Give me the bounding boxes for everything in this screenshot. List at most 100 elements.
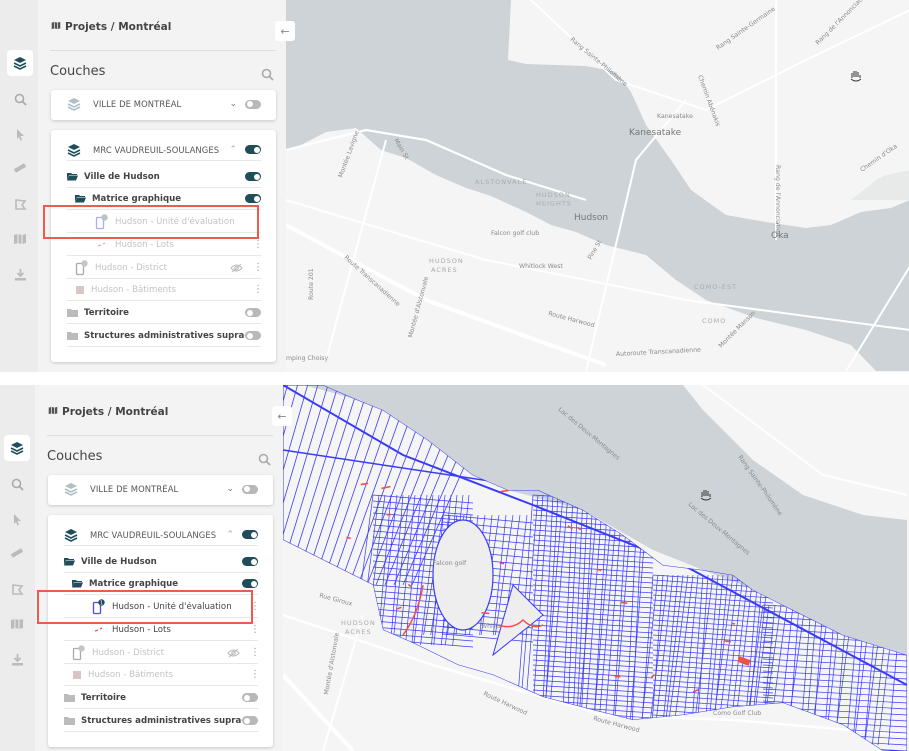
layer-group-row[interactable]: MRC VAUDREUIL-SOULANGES ⌃ xyxy=(67,139,261,161)
layer-toggle[interactable] xyxy=(242,693,258,702)
layer-label: Hudson - Bâtiments xyxy=(91,284,176,295)
layer-toggle[interactable] xyxy=(245,194,261,203)
parcel-line xyxy=(693,574,714,726)
folder-row[interactable]: Territoire xyxy=(64,687,258,709)
chevron-up-icon[interactable]: ⌃ xyxy=(226,529,234,540)
layer-row[interactable]: Hudson - Lots ⋮ xyxy=(67,234,263,256)
search-layers-icon[interactable] xyxy=(258,451,271,470)
folder-row[interactable]: Ville de Hudson xyxy=(67,166,261,188)
layer-toggle[interactable] xyxy=(245,331,261,340)
folder-row[interactable]: Territoire xyxy=(67,302,261,324)
map-view-after: Projets / Montréal Couches VILLE DE MONTRÉ… xyxy=(0,385,909,751)
parcel-line xyxy=(413,494,434,646)
layer-row[interactable]: Hudson - District ⋮ xyxy=(64,642,260,664)
layer-group-row[interactable]: VILLE DE MONTRÉAL ⌄ xyxy=(67,93,261,115)
more-options-icon[interactable]: ⋮ xyxy=(250,646,260,658)
parcel-line xyxy=(532,649,654,659)
layers-icon[interactable] xyxy=(4,435,30,461)
more-options-icon[interactable]: ⋮ xyxy=(250,600,260,612)
layer-line-icon xyxy=(92,626,106,634)
more-options-icon[interactable]: ⋮ xyxy=(250,623,260,635)
parcel-line xyxy=(652,604,774,614)
parcel-alert xyxy=(731,622,736,625)
map-canvas[interactable]: Rang Sainte-Philomène Rang Sainte-Germain… xyxy=(285,0,909,372)
layer-row[interactable]: Hudson - District ⋮ xyxy=(67,257,263,279)
folder-row[interactable]: Matrice graphique xyxy=(67,188,261,210)
folder-row[interactable]: Structures administratives supra-locales xyxy=(64,710,258,732)
parcel-line xyxy=(652,594,774,604)
search-icon[interactable] xyxy=(7,86,33,112)
breadcrumb[interactable]: Projets / Montréal xyxy=(48,406,168,418)
parcel-line xyxy=(402,444,464,586)
eye-off-icon[interactable] xyxy=(230,263,243,273)
search-layers-icon[interactable] xyxy=(261,66,274,85)
eye-off-icon[interactable] xyxy=(227,648,240,658)
map-icon[interactable] xyxy=(7,226,33,252)
layer-group-row[interactable]: MRC VAUDREUIL-SOULANGES ⌃ xyxy=(64,524,258,546)
layer-row[interactable]: Hudson - Bâtiments ⋮ xyxy=(64,664,260,686)
layer-toggle[interactable] xyxy=(242,530,258,539)
folder-row[interactable]: Matrice graphique xyxy=(64,573,258,595)
ruler-icon[interactable] xyxy=(7,155,33,181)
layer-toggle[interactable] xyxy=(245,172,261,181)
layer-toggle[interactable] xyxy=(245,145,261,154)
more-options-icon[interactable]: ⋮ xyxy=(253,238,263,250)
layer-group-row[interactable]: VILLE DE MONTRÉAL ⌄ xyxy=(64,478,258,500)
parcel-layer[interactable] xyxy=(283,385,907,751)
more-options-icon[interactable]: ⋮ xyxy=(250,668,260,680)
layer-group-label: VILLE DE MONTRÉAL xyxy=(90,484,179,494)
parcel-line xyxy=(532,554,654,564)
road xyxy=(585,99,687,372)
layer-label: Hudson - Lots xyxy=(115,239,174,250)
chevron-down-icon[interactable]: ⌄ xyxy=(229,99,237,109)
layer-label: Matrice graphique xyxy=(92,193,182,204)
tool-rail xyxy=(0,385,38,751)
layers-icon[interactable] xyxy=(7,50,33,76)
road xyxy=(282,613,908,737)
layer-label: Structures administratives supra-locales xyxy=(81,715,242,726)
folder-row[interactable]: Ville de Hudson xyxy=(64,551,258,573)
map-icon[interactable] xyxy=(4,611,30,637)
folder-row[interactable]: Structures administratives supra-locales xyxy=(67,325,261,347)
map-label: mping Choisy xyxy=(286,355,328,362)
parcel-alert xyxy=(500,489,509,493)
map-canvas[interactable]: Lac des Deux-Montagnes Lac des Deux-Monta… xyxy=(281,385,909,751)
chevron-up-icon[interactable]: ⌃ xyxy=(229,144,237,155)
parcel-line xyxy=(543,494,564,726)
layer-label: Hudson - Unité d'évaluation xyxy=(112,601,232,612)
layer-toggle[interactable] xyxy=(245,308,261,317)
parcel-line xyxy=(532,559,654,569)
download-icon[interactable] xyxy=(4,646,30,672)
collapse-panel-button[interactable]: ← xyxy=(272,406,292,426)
layer-group-card: VILLE DE MONTRÉAL ⌄ xyxy=(48,475,273,505)
parcel-line xyxy=(561,494,574,726)
breadcrumb-text: Projets / Montréal xyxy=(65,21,172,33)
breadcrumb[interactable]: Projets / Montréal xyxy=(51,21,171,33)
ruler-icon[interactable] xyxy=(4,540,30,566)
layer-toggle[interactable] xyxy=(242,557,258,566)
chevron-down-icon[interactable]: ⌄ xyxy=(226,484,234,494)
layer-label: Matrice graphique xyxy=(89,578,179,589)
search-icon[interactable] xyxy=(4,471,30,497)
collapse-panel-button[interactable]: ← xyxy=(275,21,295,41)
pointer-icon[interactable] xyxy=(4,506,30,532)
layer-toggle[interactable] xyxy=(242,716,258,725)
layer-row[interactable]: 1 Hudson - Unité d'évaluation ⋮ xyxy=(64,596,260,618)
layer-row[interactable]: Hudson - Lots ⋮ xyxy=(64,619,260,641)
parcel-line xyxy=(372,500,474,510)
more-options-icon[interactable]: ⋮ xyxy=(253,283,263,295)
layer-toggle[interactable] xyxy=(242,484,258,494)
parcel-line xyxy=(652,674,774,684)
polygon-select-icon[interactable] xyxy=(7,191,33,217)
map-icon xyxy=(48,406,58,418)
layer-toggle[interactable] xyxy=(245,99,261,109)
more-options-icon[interactable]: ⋮ xyxy=(253,261,263,273)
parcel-alert xyxy=(737,656,751,666)
polygon-select-icon[interactable] xyxy=(4,576,30,602)
layer-row[interactable]: Hudson - Bâtiments ⋮ xyxy=(67,279,263,301)
download-icon[interactable] xyxy=(7,261,33,287)
layer-toggle[interactable] xyxy=(242,579,258,588)
pointer-icon[interactable] xyxy=(7,121,33,147)
